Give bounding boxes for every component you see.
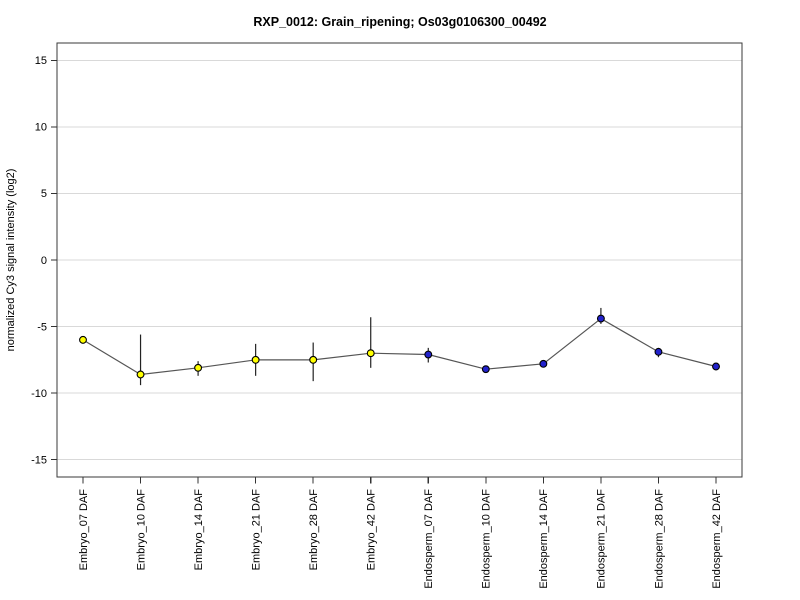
series-line <box>82 317 717 376</box>
x-tick-label: Embryo_14 DAF <box>193 489 205 571</box>
data-point <box>251 355 260 364</box>
x-tick-label: Endosperm_10 DAF <box>481 489 493 589</box>
data-point <box>309 355 318 364</box>
plot-area: 15 10 5 0 -5 -10 -15 Embryo_07 DAF Embryo_10 DAF… <box>31 42 743 589</box>
x-tick-label: Endosperm_28 DAF <box>653 489 665 589</box>
y-axis-title: normalized Cy3 signal intensity (log2) <box>5 169 17 352</box>
y-tick-label: -15 <box>31 454 47 466</box>
x-tick-label: Embryo_07 DAF <box>78 489 90 571</box>
data-point <box>654 347 663 356</box>
x-tick-label: Embryo_28 DAF <box>308 489 320 571</box>
x-axis: Embryo_07 DAF Embryo_10 DAF Embryo_14 DAF E… <box>78 477 723 589</box>
y-tick-label: -10 <box>31 388 47 400</box>
x-tick-label: Endosperm_21 DAF <box>596 489 608 589</box>
error-bars <box>139 307 660 386</box>
x-tick-label: Embryo_10 DAF <box>135 489 147 571</box>
x-tick-label: Endosperm_14 DAF <box>538 489 550 589</box>
y-tick-label: -5 <box>37 321 47 333</box>
gridlines <box>57 59 742 461</box>
data-point <box>712 362 720 371</box>
x-tick-label: Endosperm_42 DAF <box>711 489 723 589</box>
data-point <box>79 335 87 344</box>
data-point <box>194 363 203 372</box>
x-tick-label: Embryo_42 DAF <box>366 489 378 571</box>
data-point <box>596 314 605 323</box>
data-point <box>539 359 548 368</box>
y-tick-label: 5 <box>41 188 47 200</box>
data-points <box>79 314 720 379</box>
y-axis: 15 10 5 0 -5 -10 -15 <box>31 55 57 466</box>
y-tick-label: 10 <box>35 122 47 134</box>
chart-title: RXP_0012: Grain_ripening; Os03g0106300_0… <box>253 15 546 29</box>
x-tick-label: Embryo_21 DAF <box>250 489 262 571</box>
data-point <box>424 350 433 359</box>
data-point <box>136 370 145 379</box>
data-point <box>366 349 375 358</box>
x-tick-label: Endosperm_07 DAF <box>423 489 435 589</box>
y-tick-label: 15 <box>35 55 47 67</box>
data-point <box>481 365 490 374</box>
y-tick-label: 0 <box>41 255 47 267</box>
